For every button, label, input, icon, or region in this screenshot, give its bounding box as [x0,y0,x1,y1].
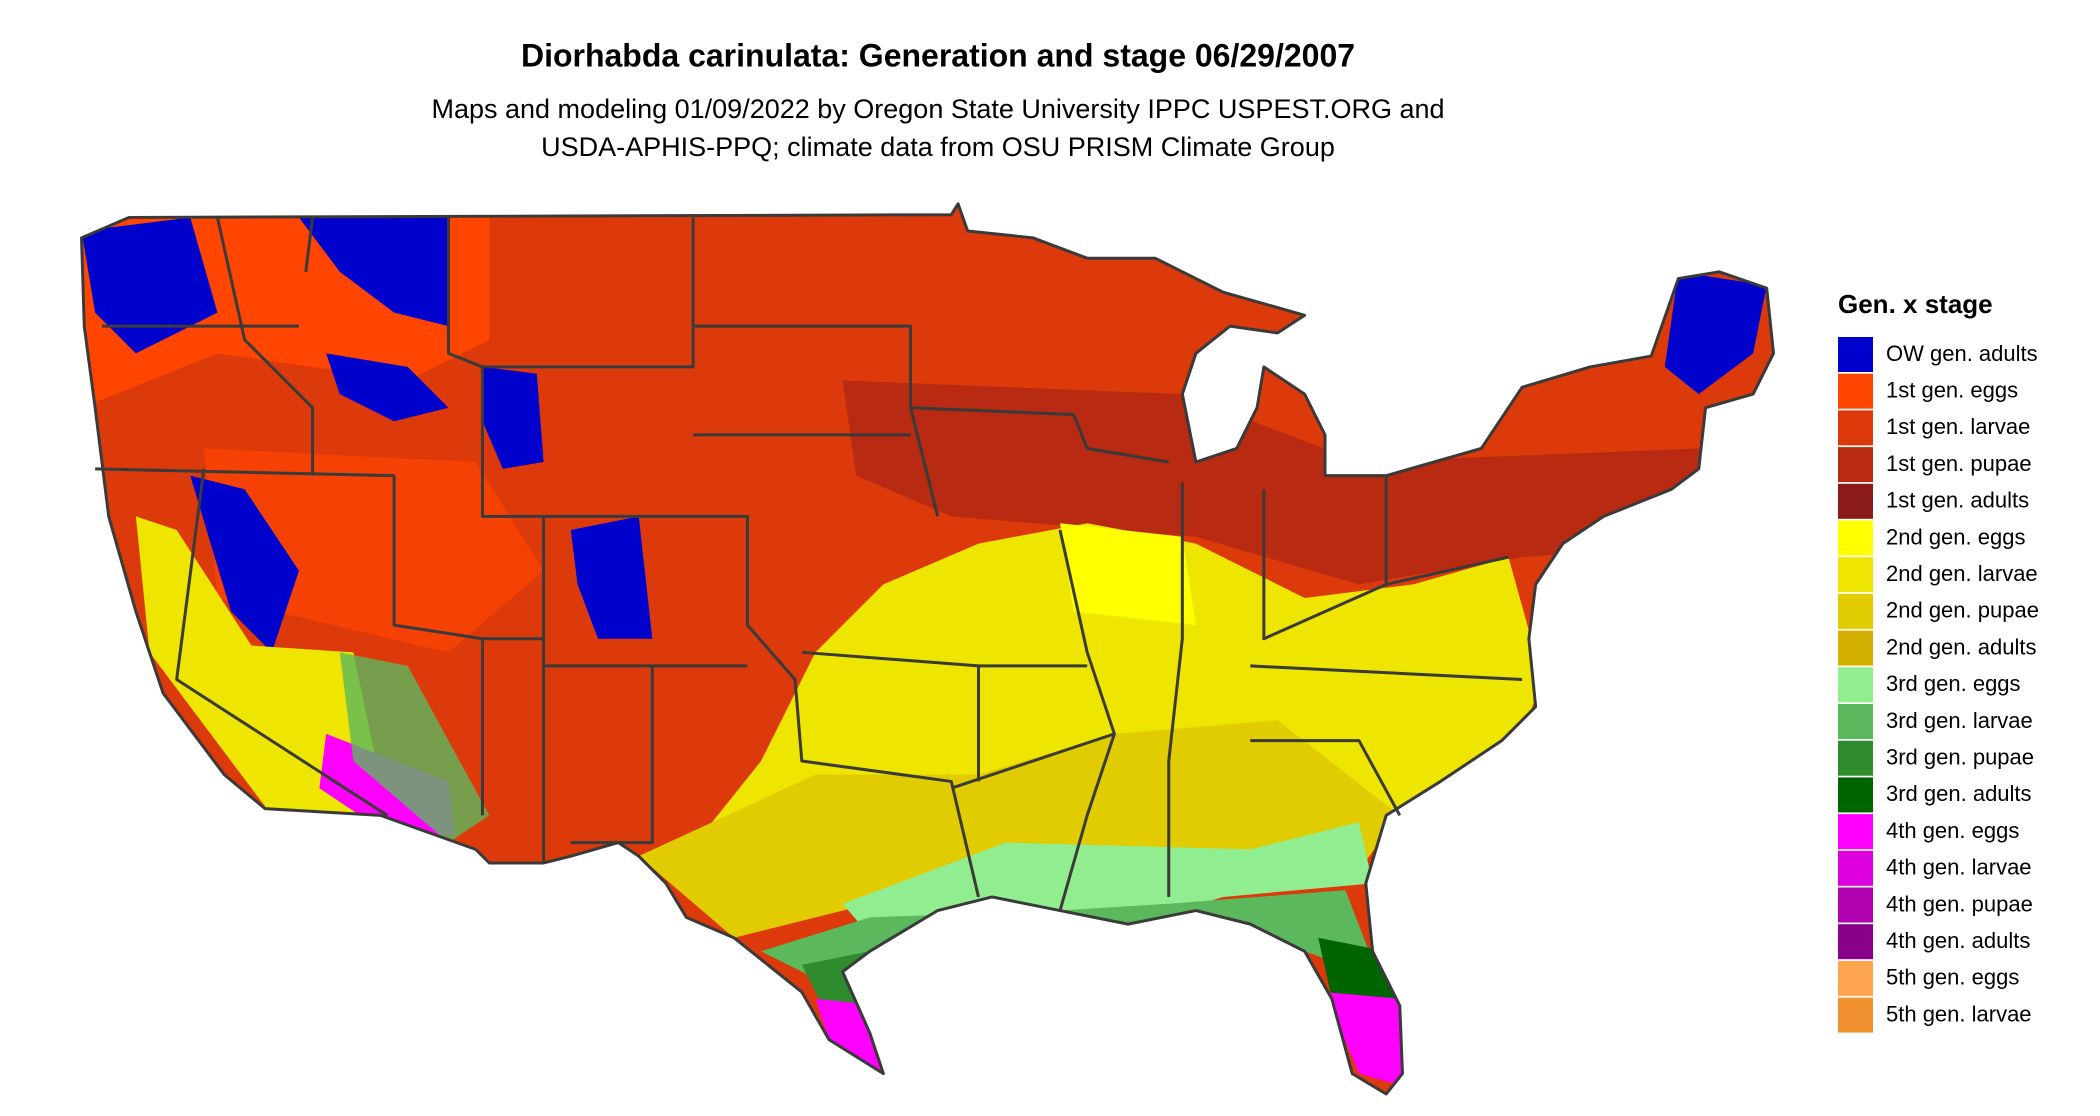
legend-swatch [1838,960,1873,996]
legend-label: 1st gen. pupae [1886,451,2032,476]
legend-label: 4th gen. larvae [1886,855,2032,880]
legend-label: 4th gen. pupae [1886,891,2033,916]
legend-swatch [1838,777,1873,813]
legend-swatch [1838,520,1873,556]
legend-label: 4th gen. eggs [1886,818,2019,843]
legend-swatch [1838,630,1873,666]
legend-label: OW gen. adults [1886,341,2038,366]
legend-swatch [1838,593,1873,629]
legend-label: 2nd gen. pupae [1886,598,2039,623]
legend-label: 4th gen. adults [1886,928,2030,953]
legend-swatch [1838,814,1873,850]
legend-label: 3rd gen. adults [1886,781,2032,806]
map [80,202,1775,1096]
legend-title: Gen. x stage [1838,289,1993,319]
legend-label: 2nd gen. larvae [1886,561,2038,586]
legend-swatch [1838,997,1873,1033]
legend-swatch [1838,410,1873,446]
subtitle: USDA-APHIS-PPQ; climate data from OSU PR… [541,132,1335,162]
legend-swatch [1838,740,1873,776]
legend-swatch [1838,483,1873,519]
map-title: Diorhabda carinulata: Generation and sta… [521,37,1355,73]
legend-swatch [1838,337,1873,372]
legend-label: 3rd gen. larvae [1886,708,2033,733]
legend-swatch [1838,924,1873,960]
legend: OW gen. adults 1st gen. eggs 1st gen. larv… [1838,337,2039,1033]
legend-label: 1st gen. larvae [1886,414,2030,439]
legend-swatch [1838,447,1873,483]
legend-label: 1st gen. adults [1886,488,2029,513]
state-borders [80,202,1775,1096]
legend-label: 5th gen. larvae [1886,1001,2032,1026]
legend-swatch [1838,887,1873,923]
map-fill [81,203,1774,1094]
legend-label: 3rd gen. eggs [1886,671,2021,696]
subtitle: Maps and modeling 01/09/2022 by Oregon S… [431,94,1444,124]
legend-swatch [1838,704,1873,739]
legend-label: 5th gen. eggs [1886,965,2019,990]
legend-label: 1st gen. eggs [1886,378,2018,403]
legend-swatch [1838,557,1873,593]
legend-swatch [1838,667,1873,703]
legend-label: 2nd gen. adults [1886,634,2036,659]
legend-label: 3rd gen. pupae [1886,745,2034,770]
legend-swatch [1838,850,1873,886]
legend-swatch [1838,373,1873,409]
legend-label: 2nd gen. eggs [1886,524,2025,549]
